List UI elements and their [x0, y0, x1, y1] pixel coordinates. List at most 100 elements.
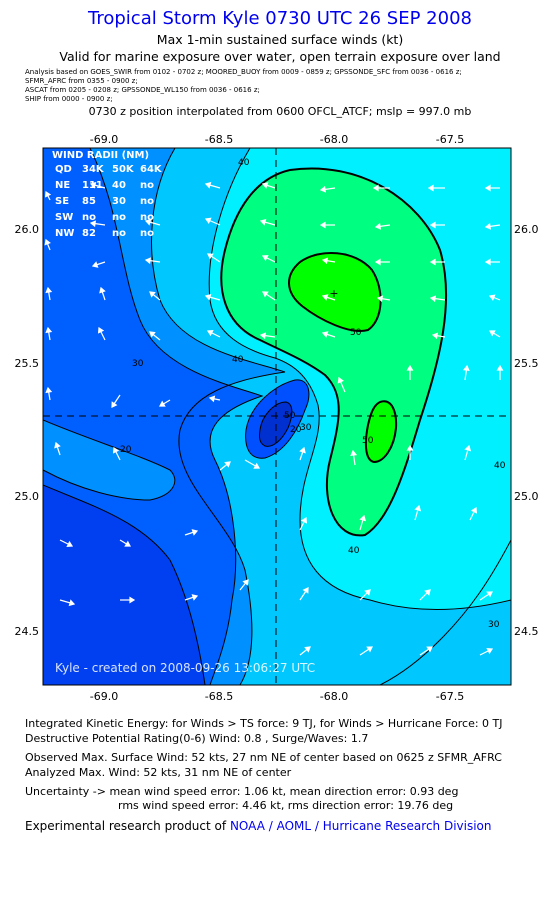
wind-radii-table: WIND RADII (NM) QD 34K 50K 64K NE 111 40…: [52, 150, 163, 239]
wind-vector-head: [66, 540, 74, 548]
contour-20-west: [43, 419, 176, 501]
wind-vector-head: [44, 238, 51, 246]
lat-tick-right: 24.5: [514, 625, 539, 638]
wind-vector-head: [350, 449, 358, 457]
lat-tick-left: 26.0: [15, 223, 40, 236]
wind-vector-head: [426, 646, 433, 653]
contour-10: [43, 484, 206, 685]
wind-vector-head: [242, 579, 249, 586]
wind-vector-head: [54, 441, 61, 449]
wind-vector-head: [44, 190, 52, 198]
contour-20: [89, 148, 264, 685]
wind-vector-head: [129, 596, 136, 604]
footer-text: Experimental research product of: [25, 819, 227, 833]
wind-vector-head: [319, 185, 327, 193]
wind-vector-head: [68, 599, 76, 607]
wind-vector-head: [89, 220, 97, 228]
wind-vector-head: [99, 286, 106, 294]
contour-label: 50: [350, 328, 362, 338]
radii-cell: 111: [82, 180, 103, 191]
wind-vector-head: [300, 516, 308, 524]
lat-tick-right: 25.0: [514, 490, 539, 503]
wind-vector-head: [204, 217, 212, 224]
wind-vector-head: [374, 258, 381, 266]
map-subtitle: Max 1-min sustained surface winds (kt): [156, 32, 404, 47]
lat-tick-right: 25.5: [514, 357, 539, 370]
max-wind-marker: +: [329, 287, 338, 300]
contour-60-north: [288, 252, 382, 332]
radii-cell: no: [140, 180, 154, 191]
map-credit: Kyle - created on 2008-09-26 13:06:27 UT…: [55, 661, 315, 675]
wind-vector-head: [319, 221, 326, 229]
wind-vector-head: [424, 589, 431, 596]
radii-header-cell: 64K: [140, 164, 163, 175]
wind-vector-head: [429, 258, 436, 266]
wind-vector-head: [91, 261, 99, 268]
contour-label: 50: [362, 436, 374, 446]
contour-label: 30: [488, 620, 500, 630]
lat-tick-left: 25.5: [15, 357, 40, 370]
sources-line-1: Analysis based on GOES_SWIR from 0102 - …: [25, 68, 462, 76]
wind-vector-head: [429, 295, 437, 303]
contour-30: [151, 148, 286, 685]
contour-eye-outer: [245, 379, 310, 459]
radii-cell: no: [140, 228, 154, 239]
lat-tick-left: 25.0: [15, 490, 40, 503]
radii-header-cell: QD: [55, 164, 72, 175]
wind-vector-head: [321, 331, 329, 338]
radii-cell: NW: [55, 228, 74, 239]
contour-40-outer: [208, 148, 511, 610]
wind-vector-head: [376, 295, 384, 303]
contour-label: 30: [132, 359, 144, 369]
wind-vectors: [44, 181, 504, 656]
wind-vector-head: [462, 364, 470, 372]
wind-vector-head: [149, 291, 156, 298]
wind-vector-head: [486, 591, 493, 598]
contour-label: 30: [300, 423, 312, 433]
wind-vector-head: [429, 221, 436, 229]
wind-vector-head: [111, 401, 118, 408]
contour-30-east: [379, 539, 511, 685]
wind-vector-head: [45, 326, 53, 334]
wind-vector-head: [484, 258, 491, 266]
band-60-core-north: [288, 252, 381, 331]
lon-tick-bottom: -67.5: [436, 690, 464, 703]
wind-vector-head: [372, 184, 379, 192]
dpr-line: Destructive Potential Rating(0-6) Wind: …: [25, 732, 369, 745]
sources-line-4: SHIP from 0000 - 0900 z;: [25, 95, 113, 103]
ike-line: Integrated Kinetic Energy: for Winds > T…: [25, 717, 503, 730]
hrd-link[interactable]: NOAA / AOML / Hurricane Research Divisio…: [229, 819, 492, 833]
contour-60-south: [364, 400, 398, 464]
map-frame: [42, 147, 512, 686]
sources-line-3: ASCAT from 0205 - 0208 z; GPSSONDE_WL150…: [25, 86, 260, 94]
wind-vector-head: [224, 461, 231, 468]
wind-vector-head: [206, 329, 214, 337]
wind-vector-head: [262, 291, 269, 298]
radii-cell: no: [140, 196, 154, 207]
wind-vector-head: [191, 529, 199, 536]
wind-vector-head: [304, 646, 311, 653]
contour-label: 40: [232, 355, 244, 365]
lon-tick-top: -67.5: [436, 133, 464, 146]
wind-vector-head: [496, 364, 504, 371]
radii-cell: no: [82, 212, 96, 223]
contour-label: 20: [290, 425, 302, 435]
wind-vector-head: [97, 326, 105, 334]
wind-vector-head: [144, 218, 152, 226]
lon-tick-top: -68.5: [205, 133, 233, 146]
uncertainty-line-2: rms wind speed error: 4.46 kt, rms direc…: [118, 799, 454, 812]
radii-cell: no: [112, 212, 126, 223]
radii-cell: NE: [55, 180, 70, 191]
observed-max-line: Observed Max. Surface Wind: 52 kts, 27 n…: [25, 751, 502, 764]
footer: Experimental research product of NOAA / …: [25, 819, 492, 833]
wind-vector-head: [253, 462, 261, 469]
interpolation-note: 0730 z position interpolated from 0600 O…: [88, 105, 472, 118]
lon-tick-bottom: -69.0: [90, 690, 118, 703]
wind-vector-head: [484, 184, 491, 192]
radii-cell: 30: [112, 196, 126, 207]
lon-tick-top: -68.0: [320, 133, 348, 146]
wind-vector-head: [45, 286, 53, 294]
wind-vector-head: [406, 364, 414, 371]
radii-header-cell: 34K: [82, 164, 105, 175]
wind-vector-head: [431, 332, 439, 340]
